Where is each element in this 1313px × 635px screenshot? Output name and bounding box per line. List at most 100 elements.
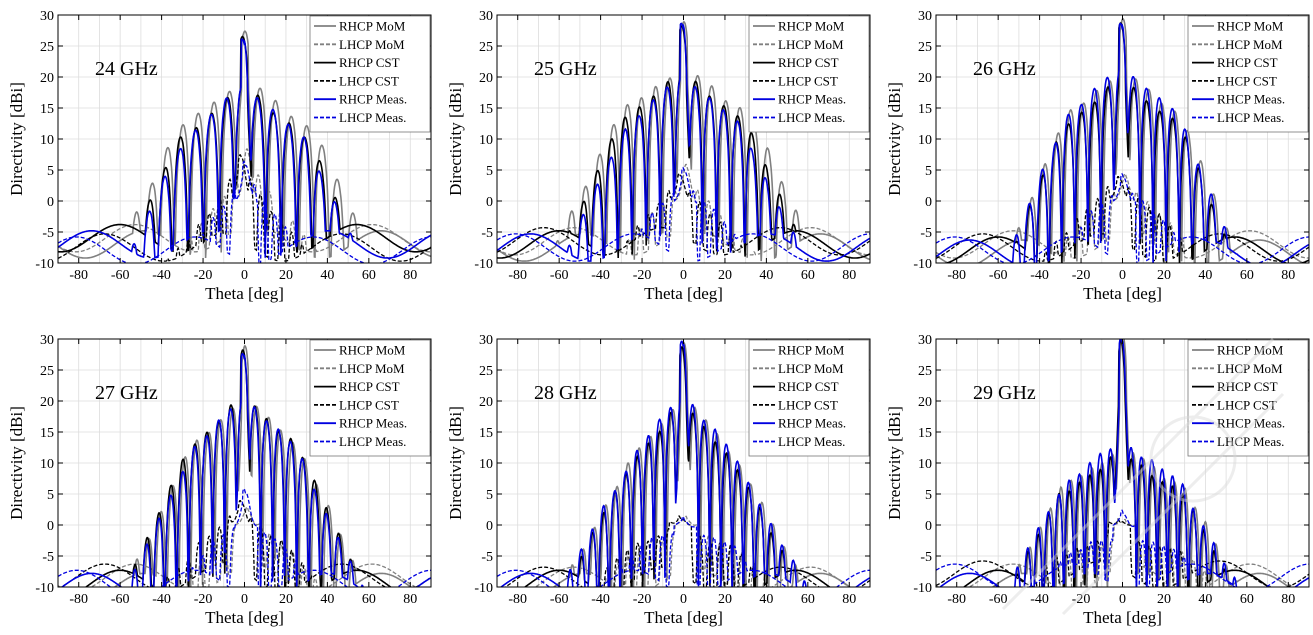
frequency-label: 26 GHz bbox=[973, 58, 1036, 80]
legend-entry: RHCP CST bbox=[339, 55, 400, 70]
legend-entry: RHCP Meas. bbox=[778, 416, 846, 431]
legend-entry: LHCP CST bbox=[778, 397, 838, 412]
y-tick-label: 20 bbox=[918, 71, 932, 86]
y-tick-label: 30 bbox=[479, 333, 493, 348]
y-tick-label: 5 bbox=[486, 164, 493, 179]
y-tick-label: 30 bbox=[40, 9, 54, 24]
x-tick-label: 60 bbox=[801, 592, 815, 607]
legend-entry: LHCP CST bbox=[339, 73, 399, 88]
x-tick-label: -80 bbox=[947, 592, 966, 607]
legend: RHCP MoM LHCP MoM RHCP CST LHCP CST RHCP Mea… bbox=[1187, 339, 1309, 457]
y-tick-label: -10 bbox=[913, 257, 932, 272]
y-axis-label: Directivity [dBi] bbox=[7, 82, 26, 196]
legend-entry: RHCP Meas. bbox=[339, 92, 407, 107]
legend: RHCP MoM LHCP MoM RHCP CST LHCP CST RHCP Mea… bbox=[1187, 15, 1309, 133]
y-tick-label: 10 bbox=[918, 457, 932, 472]
series-line-rhcp-meas bbox=[497, 22, 870, 262]
x-tick-label: 20 bbox=[279, 592, 293, 607]
y-tick-label: 30 bbox=[40, 333, 54, 348]
series-line-rhcp-mom bbox=[497, 20, 870, 262]
y-tick-label: 25 bbox=[40, 364, 54, 379]
legend-entry: RHCP MoM bbox=[1217, 343, 1284, 358]
x-tick-label: 60 bbox=[801, 268, 815, 283]
series-line-lhcp-cst bbox=[58, 154, 431, 262]
x-tick-label: 40 bbox=[1198, 268, 1212, 283]
y-tick-label: -5 bbox=[481, 550, 493, 565]
series-line-lhcp-meas bbox=[497, 515, 870, 587]
x-tick-label: 80 bbox=[842, 592, 856, 607]
legend-box bbox=[1187, 339, 1309, 457]
y-tick-label: 5 bbox=[47, 488, 54, 503]
x-tick-label: 40 bbox=[1198, 592, 1212, 607]
x-tick-label: -80 bbox=[69, 592, 88, 607]
y-tick-label: -5 bbox=[42, 550, 54, 565]
x-tick-label: 60 bbox=[1240, 268, 1254, 283]
legend-entry: RHCP CST bbox=[339, 379, 400, 394]
frequency-label: 29 GHz bbox=[973, 382, 1036, 404]
y-tick-label: 20 bbox=[918, 395, 932, 410]
series-line-lhcp-cst bbox=[936, 518, 1309, 587]
series-line-rhcp-mom bbox=[58, 30, 431, 259]
legend-entry: RHCP CST bbox=[1217, 55, 1278, 70]
x-axis-label: Theta [deg] bbox=[205, 284, 284, 303]
legend-entry: RHCP Meas. bbox=[339, 416, 407, 431]
legend-entry: RHCP MoM bbox=[1217, 19, 1284, 34]
frequency-label: 27 GHz bbox=[95, 382, 158, 404]
y-tick-label: 30 bbox=[918, 333, 932, 348]
y-tick-label: 5 bbox=[486, 488, 493, 503]
x-tick-label: -80 bbox=[508, 268, 527, 283]
x-tick-label: 80 bbox=[403, 592, 417, 607]
y-tick-label: 0 bbox=[925, 519, 932, 534]
legend-box bbox=[309, 339, 431, 457]
x-tick-label: 40 bbox=[759, 592, 773, 607]
series-line-lhcp-cst bbox=[497, 172, 870, 256]
y-tick-label: 10 bbox=[918, 133, 932, 148]
y-tick-label: -10 bbox=[35, 257, 54, 272]
y-tick-label: 10 bbox=[40, 133, 54, 148]
y-tick-label: 15 bbox=[479, 426, 493, 441]
y-tick-label: 15 bbox=[918, 102, 932, 117]
x-tick-label: -40 bbox=[152, 592, 171, 607]
legend-box bbox=[309, 15, 431, 133]
x-tick-label: 0 bbox=[241, 268, 248, 283]
chart-panel-6: -80 -60 -40 -20 0 20 40 60 80 -10 -5 0 5 10 15 20 25 30 Th… bbox=[885, 333, 1310, 627]
x-tick-label: 0 bbox=[1119, 268, 1126, 283]
x-tick-label: -60 bbox=[111, 592, 130, 607]
series-line-lhcp-meas bbox=[58, 487, 431, 587]
series-line-lhcp-cst bbox=[59, 499, 431, 587]
x-tick-label: 80 bbox=[842, 268, 856, 283]
y-tick-label: 20 bbox=[40, 71, 54, 86]
legend-entry: RHCP Meas. bbox=[778, 92, 846, 107]
x-tick-label: 20 bbox=[718, 592, 732, 607]
x-tick-label: -80 bbox=[508, 592, 527, 607]
x-axis-label: Theta [deg] bbox=[644, 284, 723, 303]
y-tick-label: 20 bbox=[479, 71, 493, 86]
series-group bbox=[58, 30, 431, 263]
x-tick-label: 40 bbox=[320, 592, 334, 607]
y-tick-label: 0 bbox=[486, 519, 493, 534]
y-axis-label: Directivity [dBi] bbox=[7, 406, 26, 520]
x-tick-label: -20 bbox=[633, 268, 652, 283]
legend: RHCP MoM LHCP MoM RHCP CST LHCP CST RHCP Mea… bbox=[748, 15, 870, 133]
y-tick-label: -5 bbox=[42, 226, 54, 241]
legend: RHCP MoM LHCP MoM RHCP CST LHCP CST RHCP Mea… bbox=[309, 15, 431, 133]
frequency-label: 24 GHz bbox=[95, 58, 158, 80]
y-tick-label: 30 bbox=[479, 9, 493, 24]
y-tick-label: 15 bbox=[918, 426, 932, 441]
series-line-rhcp-cst bbox=[523, 345, 831, 587]
y-tick-label: 15 bbox=[479, 102, 493, 117]
legend-entry: RHCP CST bbox=[778, 379, 839, 394]
y-tick-label: -10 bbox=[913, 581, 932, 596]
y-tick-label: -5 bbox=[920, 226, 932, 241]
series-line-rhcp-meas bbox=[58, 38, 431, 259]
legend-entry: RHCP MoM bbox=[778, 19, 845, 34]
x-tick-label: 80 bbox=[1281, 592, 1295, 607]
legend-entry: LHCP Meas. bbox=[1217, 110, 1284, 125]
y-tick-label: 15 bbox=[40, 102, 54, 117]
y-tick-label: 0 bbox=[47, 519, 54, 534]
legend-box bbox=[748, 15, 870, 133]
y-tick-label: 10 bbox=[479, 133, 493, 148]
legend-entry: RHCP CST bbox=[1217, 379, 1278, 394]
y-tick-label: 5 bbox=[47, 164, 54, 179]
